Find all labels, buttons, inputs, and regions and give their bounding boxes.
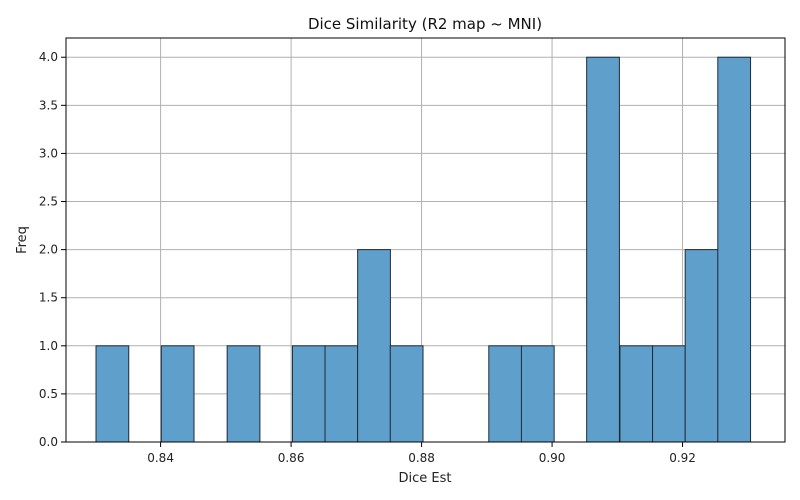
plot-frame xyxy=(65,37,786,443)
x-tick-label: 0.90 xyxy=(539,451,566,465)
histogram-bar xyxy=(717,56,752,443)
histogram-bar xyxy=(520,345,555,443)
histogram-bar xyxy=(488,345,523,443)
y-tick-label: 1.0 xyxy=(39,339,58,353)
histogram-bar xyxy=(226,345,261,443)
chart-title: Dice Similarity (R2 map ~ MNI) xyxy=(308,15,542,33)
histogram-bar xyxy=(684,249,719,443)
histogram-bar xyxy=(389,345,424,443)
y-tick-label: 2.5 xyxy=(39,195,58,209)
histogram-bar xyxy=(95,345,130,443)
x-tick-label: 0.86 xyxy=(278,451,305,465)
x-tick-label: 0.88 xyxy=(408,451,435,465)
histogram-bar xyxy=(586,56,620,443)
x-tick-label: 0.92 xyxy=(669,451,696,465)
y-tick-label: 3.0 xyxy=(39,146,58,160)
histogram-bar xyxy=(324,345,359,443)
x-tick-label: 0.84 xyxy=(147,451,174,465)
x-axis-ticks: 0.84 0.86 0.88 0.90 0.92 xyxy=(147,442,696,465)
histogram-bar xyxy=(619,345,654,443)
y-tick-label: 2.0 xyxy=(39,243,58,257)
histogram-bar xyxy=(291,345,326,443)
y-tick-label: 3.5 xyxy=(39,98,58,112)
histogram-bar xyxy=(357,249,391,443)
y-tick-label: 0.0 xyxy=(39,435,58,449)
y-tick-label: 0.5 xyxy=(39,387,58,401)
y-axis-ticks: 0.0 0.5 1.0 1.5 2.0 2.5 3.0 3.5 4.0 xyxy=(39,50,66,449)
histogram-bar xyxy=(160,345,195,443)
histogram-bar xyxy=(652,345,686,443)
x-axis-label: Dice Est xyxy=(399,471,452,486)
y-tick-label: 1.5 xyxy=(39,291,58,305)
y-tick-label: 4.0 xyxy=(39,50,58,64)
y-axis-label: Freq xyxy=(15,226,30,254)
